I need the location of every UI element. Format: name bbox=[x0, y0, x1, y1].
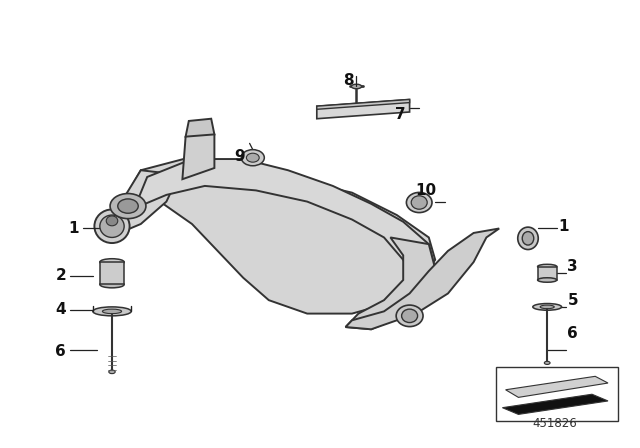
Ellipse shape bbox=[538, 264, 557, 269]
Ellipse shape bbox=[106, 216, 118, 226]
Ellipse shape bbox=[533, 304, 562, 310]
Circle shape bbox=[246, 153, 259, 162]
Ellipse shape bbox=[93, 307, 131, 316]
Text: 3: 3 bbox=[568, 259, 578, 274]
Polygon shape bbox=[112, 170, 179, 231]
Text: 10: 10 bbox=[415, 183, 436, 198]
Polygon shape bbox=[186, 119, 214, 137]
Text: 4: 4 bbox=[56, 302, 66, 317]
Ellipse shape bbox=[100, 258, 124, 265]
Text: 7: 7 bbox=[395, 107, 405, 122]
Text: 1: 1 bbox=[558, 219, 568, 234]
Polygon shape bbox=[182, 128, 214, 179]
Text: 9: 9 bbox=[235, 149, 245, 164]
Ellipse shape bbox=[522, 232, 534, 245]
Circle shape bbox=[110, 194, 146, 219]
Ellipse shape bbox=[396, 305, 423, 327]
Circle shape bbox=[118, 199, 138, 213]
Ellipse shape bbox=[100, 215, 124, 237]
Polygon shape bbox=[100, 262, 124, 284]
Text: 6: 6 bbox=[568, 326, 578, 341]
Ellipse shape bbox=[102, 309, 122, 314]
Bar bbox=[496, 367, 618, 421]
Polygon shape bbox=[538, 267, 557, 280]
Circle shape bbox=[241, 150, 264, 166]
Polygon shape bbox=[346, 228, 499, 329]
Ellipse shape bbox=[351, 84, 362, 89]
Polygon shape bbox=[128, 157, 435, 314]
Ellipse shape bbox=[538, 278, 557, 282]
Ellipse shape bbox=[402, 309, 418, 323]
Ellipse shape bbox=[412, 196, 428, 209]
Polygon shape bbox=[134, 159, 435, 293]
Polygon shape bbox=[317, 99, 410, 109]
Text: 1: 1 bbox=[68, 221, 79, 236]
Ellipse shape bbox=[545, 361, 550, 365]
Polygon shape bbox=[346, 237, 435, 329]
Ellipse shape bbox=[518, 227, 538, 250]
Polygon shape bbox=[317, 99, 410, 119]
Text: 2: 2 bbox=[56, 268, 66, 283]
Ellipse shape bbox=[108, 271, 116, 276]
Ellipse shape bbox=[95, 210, 129, 243]
Text: 451826: 451826 bbox=[532, 417, 577, 430]
Ellipse shape bbox=[109, 370, 115, 374]
Polygon shape bbox=[506, 376, 608, 397]
Text: 5: 5 bbox=[568, 293, 578, 308]
Text: 8: 8 bbox=[344, 73, 354, 88]
Ellipse shape bbox=[540, 305, 554, 309]
Text: 6: 6 bbox=[56, 344, 66, 359]
Ellipse shape bbox=[100, 281, 124, 288]
Polygon shape bbox=[502, 394, 608, 414]
Ellipse shape bbox=[406, 193, 432, 213]
